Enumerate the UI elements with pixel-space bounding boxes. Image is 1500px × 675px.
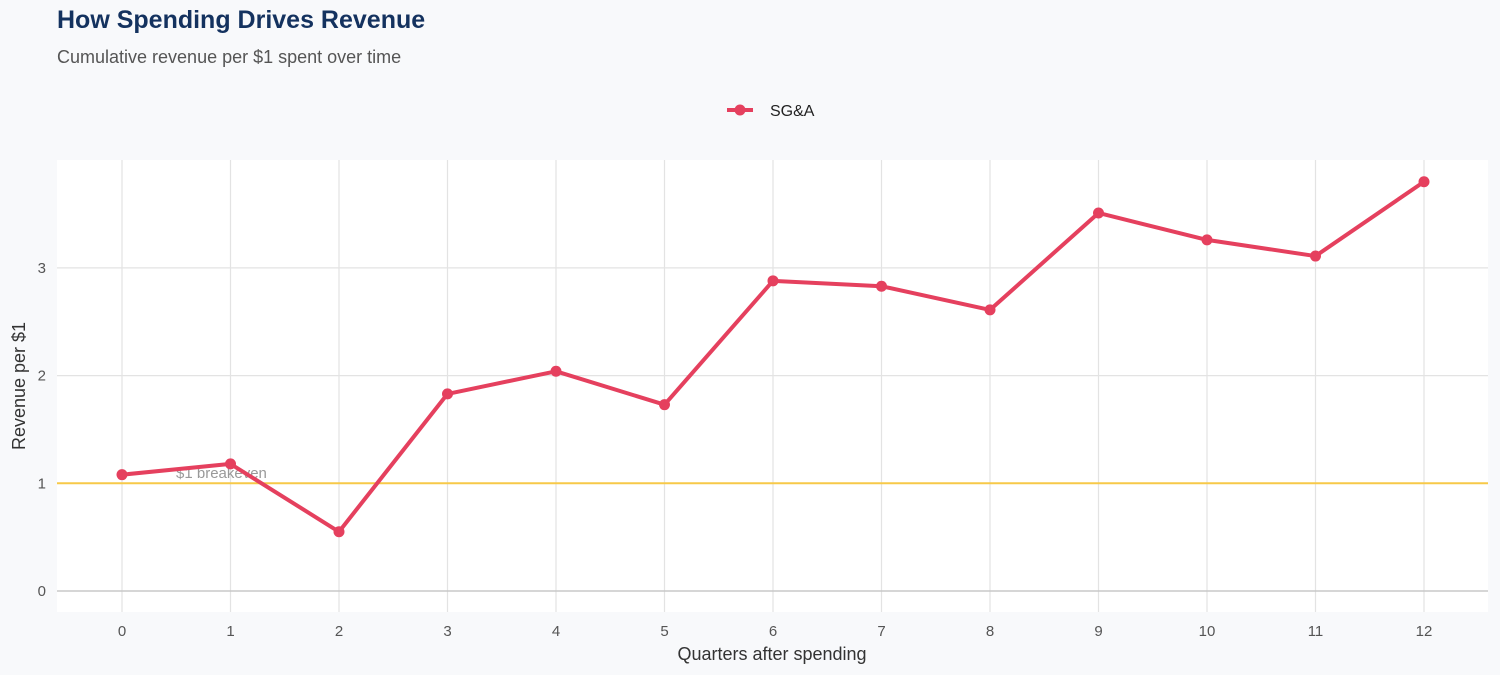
x-tick-label: 6 (769, 623, 777, 640)
legend-label: SG&A (770, 103, 815, 120)
data-point[interactable] (225, 458, 236, 470)
y-tick-label: 1 (38, 475, 46, 492)
chart-title: How Spending Drives Revenue (57, 6, 426, 34)
x-tick-label: 7 (877, 623, 885, 640)
x-tick-label: 9 (1094, 623, 1102, 640)
x-tick-label: 0 (118, 623, 126, 640)
x-tick-label: 3 (443, 623, 451, 640)
data-point[interactable] (116, 469, 128, 481)
x-tick-label: 10 (1199, 623, 1216, 640)
breakeven-label: $1 breakeven (176, 465, 267, 482)
x-tick-label: 11 (1308, 623, 1324, 640)
data-point[interactable] (767, 275, 779, 287)
x-tick-label: 4 (552, 623, 560, 640)
data-point[interactable] (333, 526, 345, 538)
y-tick-label: 0 (38, 583, 46, 600)
chart-subtitle: Cumulative revenue per $1 spent over tim… (57, 47, 402, 67)
x-tick-label: 8 (986, 623, 994, 640)
data-point[interactable] (659, 399, 670, 411)
y-tick-label: 2 (38, 368, 46, 385)
x-tick-label: 2 (335, 623, 343, 640)
legend-marker-icon (734, 104, 746, 116)
data-point[interactable] (1418, 176, 1430, 188)
y-axis-label: Revenue per $1 (9, 322, 29, 450)
x-tick-label: 12 (1416, 623, 1433, 640)
data-point[interactable] (1093, 207, 1104, 219)
data-point[interactable] (984, 304, 996, 316)
legend: SG&A (727, 103, 815, 120)
data-point[interactable] (550, 365, 562, 377)
x-tick-label: 1 (226, 623, 234, 640)
data-point[interactable] (1310, 250, 1321, 262)
data-point[interactable] (442, 388, 453, 400)
x-axis-label: Quarters after spending (677, 644, 866, 664)
y-tick-label: 3 (38, 260, 46, 277)
data-point[interactable] (1201, 234, 1213, 246)
data-point[interactable] (876, 280, 887, 292)
x-tick-label: 5 (660, 623, 668, 640)
